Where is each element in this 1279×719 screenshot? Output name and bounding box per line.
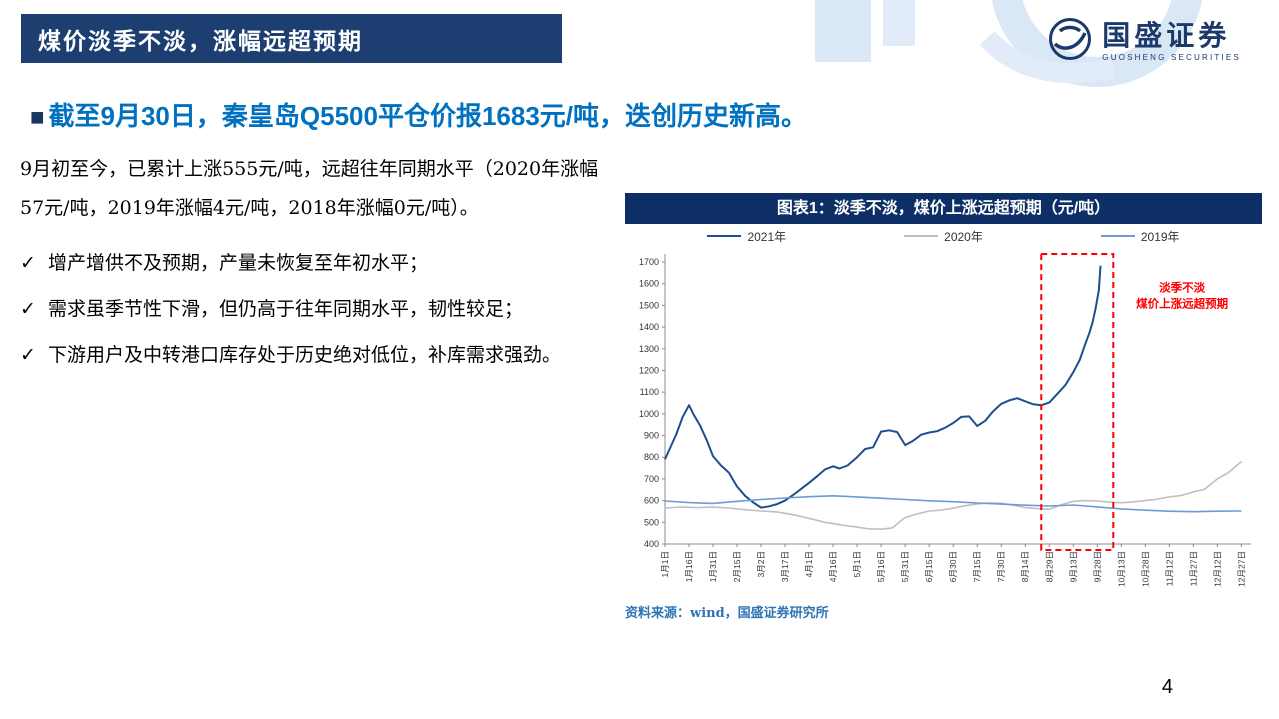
headline-text: 截至9月30日，秦皇岛Q5500平仓价报1683元/吨，迭创历史新高。: [48, 101, 808, 131]
svg-text:1月1日: 1月1日: [660, 551, 670, 577]
svg-text:1600: 1600: [639, 279, 659, 289]
svg-text:1000: 1000: [639, 409, 659, 419]
brand-subtext: GUOSHENG SECURITIES: [1102, 52, 1241, 62]
svg-text:3月17日: 3月17日: [780, 551, 790, 582]
svg-text:4月1日: 4月1日: [804, 551, 814, 577]
brand-logo-icon: [1047, 16, 1093, 67]
legend-label: 2021年: [747, 229, 787, 244]
legend-item: 2021年: [707, 228, 786, 245]
check-icon: ✓: [20, 252, 36, 274]
price-chart-svg: 400 500 600 700 800 900 1000 1100 1200 1300 1400 15…: [639, 253, 1251, 587]
svg-text:8月29日: 8月29日: [1044, 551, 1054, 582]
headline: ■ 截至9月30日，秦皇岛Q5500平仓价报1683元/吨，迭创历史新高。: [30, 98, 1260, 136]
svg-text:7月15日: 7月15日: [972, 551, 982, 582]
brand-logo: 国盛证券 GUOSHENG SECURITIES: [1047, 16, 1241, 67]
legend-swatch-2019: [1100, 235, 1135, 237]
svg-text:1月31日: 1月31日: [708, 551, 718, 582]
check-icon: ✓: [20, 344, 36, 366]
svg-text:4月16日: 4月16日: [828, 551, 838, 582]
svg-text:6月30日: 6月30日: [948, 551, 958, 582]
svg-text:1200: 1200: [639, 365, 659, 375]
svg-text:500: 500: [644, 517, 659, 527]
svg-text:10月28日: 10月28日: [1140, 551, 1150, 587]
bullet-item: ✓ 增产增供不及预期，产量未恢复至年初水平；: [20, 244, 618, 282]
legend-swatch-2021: [707, 235, 742, 237]
svg-text:700: 700: [644, 474, 659, 484]
brand-name: 国盛证券: [1102, 20, 1231, 52]
bullet-item: ✓ 下游用户及中转港口库存处于历史绝对低位，补库需求强劲。: [20, 336, 618, 374]
svg-text:5月1日: 5月1日: [852, 551, 862, 577]
svg-text:1400: 1400: [639, 322, 659, 332]
svg-text:11月27日: 11月27日: [1188, 551, 1198, 586]
bullet-item: ✓ 需求虽季节性下滑，但仍高于往年同期水平，韧性较足；: [20, 290, 618, 328]
svg-text:900: 900: [644, 431, 659, 441]
body-text: 9月初至今，已累计上涨555元/吨，远超往年同期水平（2020年涨幅57元/吨，…: [20, 150, 618, 382]
legend-item: 2019年: [1100, 228, 1180, 245]
header-title: 煤价淡季不淡，涨幅远超预期: [38, 28, 363, 54]
chart-panel: 图表1：淡季不淡，煤价上涨远超预期（元/吨） 2021年 2020年 2019年…: [625, 193, 1262, 621]
watermark-bar: [815, 0, 871, 62]
chart-title: 图表1：淡季不淡，煤价上涨远超预期（元/吨）: [625, 193, 1262, 224]
svg-text:800: 800: [644, 452, 659, 462]
svg-text:5月16日: 5月16日: [876, 551, 886, 582]
legend-item: 2020年: [904, 228, 983, 245]
headline-bullet-icon: ■: [30, 104, 45, 131]
check-icon: ✓: [20, 298, 36, 320]
svg-text:5月31日: 5月31日: [900, 551, 910, 582]
chart-legend: 2021年 2020年 2019年: [625, 224, 1262, 248]
svg-text:400: 400: [644, 539, 659, 549]
chart-source: 资料来源：wind，国盛证券研究所: [625, 606, 829, 621]
svg-text:煤价上涨远超预期: 煤价上涨远超预期: [1136, 296, 1228, 310]
svg-text:12月12日: 12月12日: [1212, 551, 1222, 587]
svg-text:1100: 1100: [640, 387, 659, 397]
svg-text:8月14日: 8月14日: [1020, 551, 1030, 582]
svg-text:2月15日: 2月15日: [732, 551, 742, 582]
bullet-text: 下游用户及中转港口库存处于历史绝对低位，补库需求强劲。: [48, 344, 562, 366]
bullet-text: 需求虽季节性下滑，但仍高于往年同期水平，韧性较足；: [48, 298, 524, 320]
legend-label: 2020年: [944, 229, 983, 244]
lead-paragraph: 9月初至今，已累计上涨555元/吨，远超往年同期水平（2020年涨幅57元/吨，…: [20, 158, 599, 219]
svg-text:1300: 1300: [639, 344, 659, 354]
svg-text:淡季不淡: 淡季不淡: [1159, 280, 1205, 294]
watermark-bar: [883, 0, 915, 46]
svg-text:12月27日: 12月27日: [1236, 551, 1246, 587]
svg-text:6月15日: 6月15日: [924, 551, 934, 582]
page-number: 4: [1161, 676, 1173, 698]
svg-text:10月13日: 10月13日: [1116, 551, 1126, 587]
header-bar: 煤价淡季不淡，涨幅远超预期: [21, 14, 562, 63]
svg-text:600: 600: [644, 496, 659, 506]
svg-text:3月2日: 3月2日: [756, 551, 766, 577]
svg-text:9月28日: 9月28日: [1092, 551, 1102, 582]
svg-text:1500: 1500: [639, 300, 659, 310]
svg-text:11月12日: 11月12日: [1164, 551, 1174, 586]
svg-text:1700: 1700: [639, 257, 659, 267]
legend-label: 2019年: [1140, 229, 1180, 244]
svg-text:1月16日: 1月16日: [684, 551, 694, 582]
bullet-text: 增产增供不及预期，产量未恢复至年初水平；: [48, 252, 429, 274]
svg-text:9月13日: 9月13日: [1068, 551, 1078, 582]
svg-text:7月30日: 7月30日: [996, 551, 1006, 582]
legend-swatch-2020: [904, 235, 939, 237]
